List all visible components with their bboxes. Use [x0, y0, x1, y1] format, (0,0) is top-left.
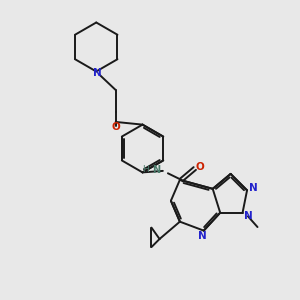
Text: O: O [196, 162, 205, 172]
Text: N: N [244, 211, 253, 221]
Text: O: O [111, 122, 120, 132]
Text: N: N [199, 231, 207, 241]
Text: N: N [93, 68, 102, 78]
Text: N: N [152, 165, 160, 175]
Text: H: H [142, 165, 149, 174]
Text: N: N [249, 183, 258, 193]
